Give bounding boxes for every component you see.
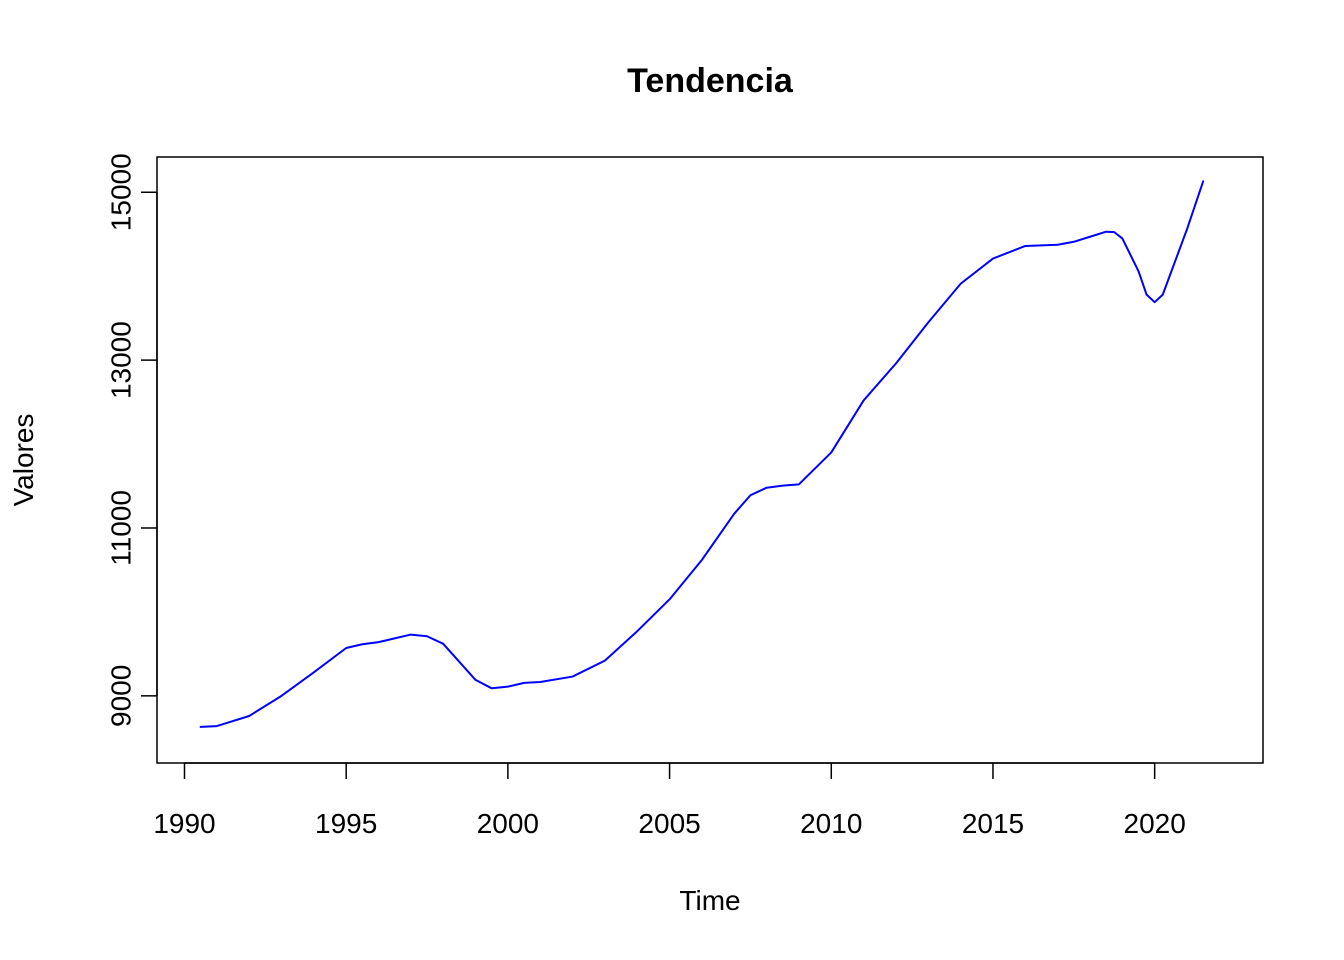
plot-frame xyxy=(156,156,1264,764)
x-axis-title: Time xyxy=(679,885,740,916)
y-axis-title: Valores xyxy=(8,414,39,507)
x-tick-label: 1995 xyxy=(315,808,377,839)
x-tick-label: 2015 xyxy=(962,808,1024,839)
x-tick-label: 2005 xyxy=(638,808,700,839)
y-tick-label: 9000 xyxy=(106,665,137,727)
x-tick-label: 2010 xyxy=(800,808,862,839)
x-tick-label: 1990 xyxy=(153,808,215,839)
chart-title: Tendencia xyxy=(627,62,794,100)
x-axis: 1990 1995 2000 2005 2010 2015 2020 xyxy=(153,762,1186,839)
x-tick-label: 2020 xyxy=(1124,808,1186,839)
y-tick-label: 13000 xyxy=(106,321,137,399)
series-line xyxy=(199,180,1205,728)
y-axis: 9000 11000 13000 15000 xyxy=(106,153,158,727)
y-tick-label: 15000 xyxy=(106,153,137,231)
x-tick-label: 2000 xyxy=(477,808,539,839)
series-layer xyxy=(199,180,1205,728)
y-tick-label: 11000 xyxy=(106,490,137,566)
